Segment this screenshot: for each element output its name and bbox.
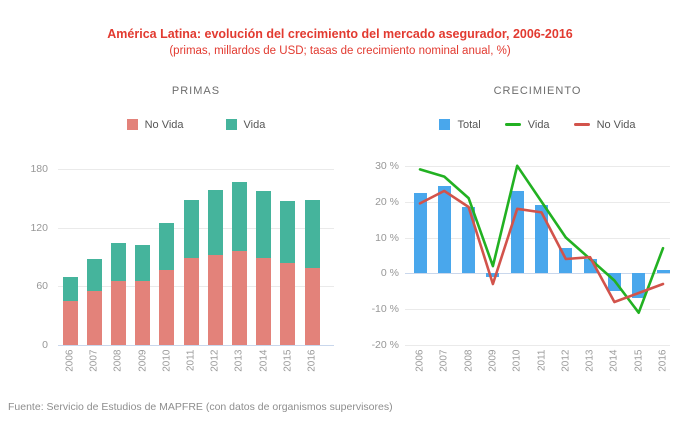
x-tick-label: 2008 — [463, 349, 475, 372]
bar-vida-2007 — [86, 259, 102, 292]
y-tick-label: 30 % — [375, 159, 399, 172]
y-tick-label: 180 — [30, 163, 48, 175]
x-tick-label: 2012 — [209, 349, 221, 372]
x-tick-label: 2009 — [487, 349, 499, 372]
x-tick-label: 2008 — [112, 349, 124, 372]
legend-item-total: Total — [439, 118, 481, 131]
y-tick-label: -10 % — [371, 303, 399, 316]
y-tick-label: 0 % — [380, 267, 399, 280]
bar-total-2006 — [413, 192, 427, 274]
legend-item-vida: Vida — [225, 118, 266, 131]
legend-item-no-vida: No Vida — [126, 118, 184, 131]
x-tick-label: 2011 — [536, 349, 547, 372]
grid-line — [405, 309, 670, 311]
bar-no-vida-2012 — [207, 255, 223, 345]
bar-no-vida-2016 — [304, 267, 320, 345]
x-tick-label: 2007 — [438, 349, 450, 372]
bar-vida-2014 — [256, 190, 272, 258]
grid-line — [405, 165, 670, 167]
bar-no-vida-2011 — [183, 258, 199, 345]
bar-no-vida-2013 — [231, 251, 247, 345]
crecimiento-chart-title: CRECIMIENTO — [493, 85, 582, 97]
vida-swatch-icon — [225, 119, 237, 130]
x-tick-label: 2014 — [608, 349, 620, 372]
bar-vida-2015 — [280, 201, 296, 263]
y-tick-label: -20 % — [371, 339, 399, 351]
y-tick-label: 120 — [30, 221, 48, 234]
x-axis-line — [58, 345, 334, 346]
page-subtitle: (primas, millardos de USD; tasas de crec… — [169, 45, 511, 57]
y-tick-label: 0 — [42, 339, 48, 351]
bar-no-vida-2007 — [86, 291, 102, 345]
legend-item-no-vida-line: No Vida — [573, 118, 636, 131]
legend-item-vida-line: Vida — [504, 118, 550, 131]
bar-total-2011 — [535, 205, 548, 274]
bar-total-2016 — [656, 269, 670, 274]
x-tick-label: 2010 — [511, 349, 523, 372]
primas-legend: No Vida Vida — [58, 117, 334, 132]
bar-vida-2006 — [62, 276, 78, 301]
x-tick-label: 2015 — [633, 349, 645, 372]
grid-line — [58, 169, 334, 170]
bar-vida-2008 — [110, 243, 126, 282]
bar-total-2009 — [486, 273, 500, 277]
total-swatch-icon — [439, 119, 451, 130]
bar-no-vida-2008 — [110, 281, 126, 345]
legend-label: No Vida — [596, 118, 636, 131]
legend-label: Vida — [527, 118, 550, 131]
x-tick-label: 2016 — [306, 349, 318, 372]
legend-label: Vida — [243, 118, 266, 131]
bar-total-2013 — [583, 259, 597, 274]
bar-total-2010 — [510, 190, 524, 274]
legend-label: Total — [457, 118, 481, 131]
bar-vida-2010 — [159, 222, 175, 270]
y-tick-label: 10 % — [375, 231, 399, 244]
x-axis-line — [405, 273, 670, 275]
bar-no-vida-2006 — [62, 301, 78, 345]
y-tick-label: 20 % — [375, 195, 399, 208]
vida-line-swatch-icon — [504, 123, 521, 126]
bar-no-vida-2014 — [256, 258, 272, 345]
x-tick-label: 2012 — [560, 349, 572, 372]
primas-plot-area: 0 60 120 180 2006 2007 2008 2009 2010 2011 2012 201… — [0, 140, 345, 405]
crecimiento-legend: Total Vida No Vida — [405, 117, 670, 132]
bar-total-2008 — [462, 207, 476, 274]
x-tick-label: 2007 — [88, 349, 100, 372]
source-note: Fuente: Servicio de Estudios de MAPFRE (… — [8, 401, 393, 413]
grid-line — [405, 345, 670, 346]
bar-no-vida-2010 — [159, 269, 175, 345]
x-tick-label: 2013 — [233, 349, 245, 372]
bar-vida-2011 — [183, 200, 199, 258]
bar-total-2012 — [559, 248, 573, 274]
x-tick-label: 2015 — [282, 349, 294, 372]
primas-chart-title: PRIMAS — [171, 85, 221, 97]
x-tick-label: 2014 — [258, 349, 270, 372]
x-tick-label: 2010 — [161, 349, 173, 372]
x-tick-label: 2006 — [64, 349, 76, 372]
bar-total-2007 — [437, 185, 451, 274]
x-tick-label: 2013 — [584, 349, 596, 372]
bar-no-vida-2009 — [135, 281, 151, 345]
bar-total-2014 — [607, 273, 621, 292]
bar-vida-2013 — [231, 181, 247, 252]
page-title: América Latina: evolución del crecimient… — [107, 27, 573, 41]
bar-total-2015 — [632, 273, 646, 299]
bar-vida-2009 — [135, 245, 151, 282]
no-vida-line-swatch-icon — [573, 123, 590, 126]
bar-vida-2016 — [304, 200, 320, 268]
x-tick-label: 2006 — [414, 349, 426, 372]
x-tick-label: 2016 — [657, 349, 669, 372]
y-tick-label: 60 — [36, 280, 48, 293]
legend-label: No Vida — [144, 118, 184, 131]
bar-vida-2012 — [207, 189, 223, 255]
bar-no-vida-2015 — [280, 262, 296, 345]
x-tick-label: 2009 — [137, 349, 149, 372]
x-tick-label: 2011 — [185, 349, 197, 372]
no-vida-swatch-icon — [126, 119, 138, 130]
crecimiento-plot-area: 30 % 20 % 10 % 0 % -10 % -20 % 2006 2007 2008 200… — [345, 140, 680, 405]
